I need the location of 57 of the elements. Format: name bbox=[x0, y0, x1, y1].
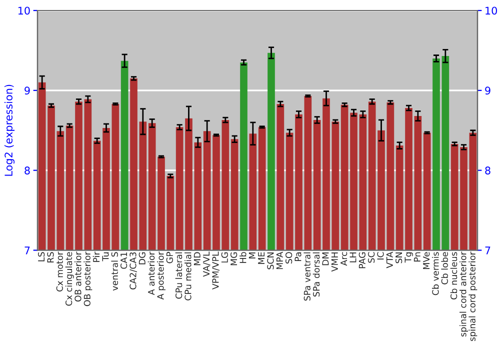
x-tick-label: RS bbox=[47, 252, 54, 262]
x-tick-label: Cb vermis bbox=[432, 252, 439, 296]
y2-tick-label: 9 bbox=[485, 86, 490, 95]
y2-tick-label: 7 bbox=[485, 246, 490, 254]
y-tick-label: 8 bbox=[24, 166, 30, 174]
x-tick-label: Pir bbox=[92, 252, 100, 262]
x-tick-label: MG bbox=[230, 252, 238, 266]
x-tick-label: VTA bbox=[386, 252, 393, 268]
x-tick-label: M bbox=[248, 252, 256, 258]
x-tick-label: Cb lobe bbox=[441, 252, 448, 284]
x-tick-label: VA/VL bbox=[203, 252, 210, 277]
x-tick-label: SPa dorsal bbox=[312, 252, 320, 296]
x-tick-label: Arc bbox=[340, 252, 348, 266]
x-tick-label: ME bbox=[258, 252, 264, 264]
y-tick-label: 7 bbox=[24, 246, 30, 254]
x-tick-label: SC bbox=[368, 252, 375, 263]
x-tick-label: SCN bbox=[267, 252, 274, 270]
x-tick-label: PAG bbox=[358, 252, 366, 268]
y-tick-label: 9 bbox=[24, 86, 30, 95]
x-tick-label: MPA bbox=[276, 252, 283, 270]
x-tick-label: SO bbox=[286, 252, 292, 264]
x-tick-label: CPu lateral bbox=[175, 252, 182, 299]
x-tick-label: CPu medial bbox=[184, 252, 192, 300]
x-tick-label: OB anterior bbox=[74, 252, 82, 302]
x-tick-label: DG bbox=[138, 252, 146, 264]
x-tick-label: Pn bbox=[414, 252, 420, 262]
x-tick-label: Tu bbox=[102, 252, 109, 262]
y2-tick-label: 8 bbox=[485, 166, 490, 174]
x-tick-label: Pa bbox=[294, 252, 302, 262]
x-tick-label: OB posterior bbox=[84, 252, 92, 306]
x-tick-label: CA1 bbox=[120, 252, 128, 269]
y-axis-title: Log2 (expression) bbox=[4, 84, 15, 176]
x-tick-label: LS bbox=[38, 252, 45, 262]
x-tick-label: SN bbox=[396, 252, 402, 264]
x-tick-label: Cx motor bbox=[56, 252, 63, 292]
x-tick-label: VMH bbox=[331, 252, 338, 272]
x-tick-label: LH bbox=[350, 252, 356, 262]
x-tick-label: Cb nucleus bbox=[450, 252, 458, 300]
x-tick-label: A anterior bbox=[148, 252, 155, 296]
x-tick-label: LG bbox=[221, 252, 228, 262]
x-tick-label: VPM/VPL bbox=[212, 252, 220, 290]
x-tick-label: ventral S bbox=[111, 252, 118, 291]
x-tick-label: MD bbox=[194, 252, 200, 266]
y-tick-label: 10 bbox=[18, 6, 30, 15]
x-tick-label: Tg bbox=[404, 252, 413, 263]
x-tick-label: A posterior bbox=[157, 252, 166, 300]
x-tick-label: CA2/CA3 bbox=[130, 252, 137, 290]
x-tick-label: Cx cingulate bbox=[65, 252, 74, 306]
x-tick-label: spinal cord posterior bbox=[468, 252, 478, 342]
x-tick-label: GP bbox=[166, 252, 173, 264]
x-tick-label: IC bbox=[377, 252, 384, 260]
x-tick-label: SPa ventral bbox=[304, 252, 310, 301]
x-tick-label: spinal cord anterior bbox=[460, 252, 468, 336]
x-tick-label: DM bbox=[322, 252, 329, 266]
x-tick-label: Hb bbox=[240, 252, 246, 263]
x-tick-label: MVe bbox=[423, 252, 430, 270]
y2-tick-label: 10 bbox=[486, 6, 498, 15]
